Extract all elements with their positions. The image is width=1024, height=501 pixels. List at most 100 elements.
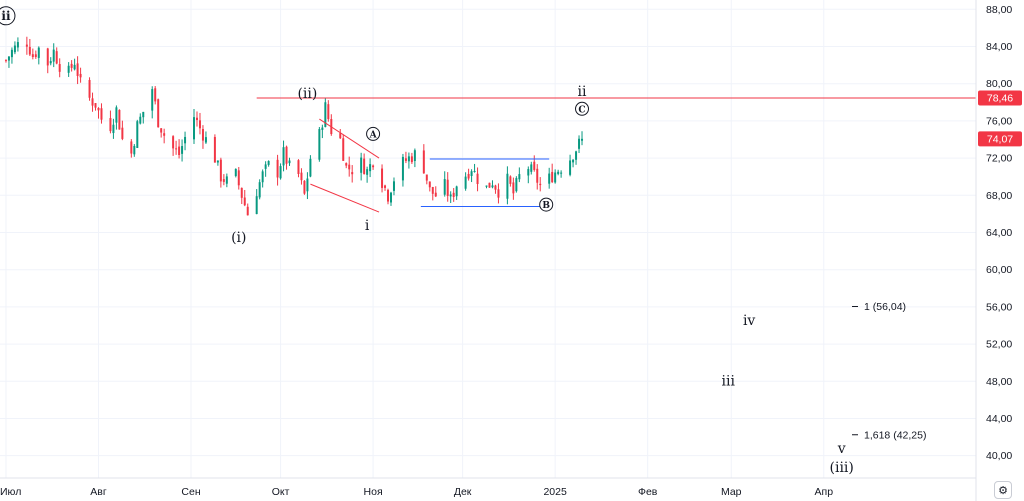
candle-body: [512, 182, 515, 194]
wave-label-circle: [366, 126, 381, 141]
trendline: [319, 118, 380, 159]
x-tick-label: Мар: [721, 486, 742, 498]
wave-label: iv: [743, 313, 755, 329]
candle-body: [321, 127, 324, 130]
y-tick-label: 44,00: [986, 413, 1012, 425]
candle-body: [372, 165, 375, 168]
candle-body: [276, 159, 279, 178]
candle-body: [557, 171, 560, 174]
candle-body: [204, 137, 207, 143]
wave-label-circle: [575, 101, 590, 116]
candle-body: [216, 160, 219, 163]
fib-level-label: 1 (56,04): [864, 301, 906, 313]
candle-body: [55, 51, 58, 64]
x-tick-label: Окт: [272, 486, 290, 498]
candle-body: [452, 192, 455, 197]
fib-level-label: 1,618 (42,25): [864, 429, 926, 441]
y-tick-label: 56,00: [986, 301, 1012, 313]
y-tick-label: 60,00: [986, 264, 1012, 276]
gear-icon: ⚙: [998, 483, 1008, 497]
candle-body: [142, 111, 145, 118]
candle-body: [139, 116, 142, 124]
candle-body: [476, 173, 479, 185]
candle-body: [401, 156, 404, 181]
wave-labels: ii (i) (ii) Ai Bii Civ iii v (iii) 1 (56,04) 1,618…: [0, 6, 926, 476]
price-label-box: [978, 131, 1022, 147]
candle-body: [389, 192, 392, 203]
candle-body: [198, 120, 201, 129]
y-tick-label: 40,00: [986, 450, 1012, 462]
y-tick-label: 80,00: [986, 78, 1012, 90]
candle-body: [49, 61, 52, 64]
candle-body: [455, 186, 458, 197]
candle-body: [327, 104, 330, 120]
candle-body: [518, 174, 521, 180]
candle-body: [112, 124, 115, 134]
wave-label-circle: [0, 6, 16, 26]
candle-body: [413, 150, 416, 162]
candle-body: [428, 181, 431, 188]
candle-body: [318, 129, 321, 160]
wave-label: i: [365, 218, 370, 234]
candle-body: [533, 161, 536, 170]
candle-body: [434, 192, 437, 197]
candle-body: [345, 163, 348, 166]
candle-body: [366, 169, 369, 175]
candle-body: [91, 98, 94, 106]
candle-body: [581, 138, 584, 141]
candle-body: [97, 107, 100, 111]
candle-body: [351, 172, 354, 175]
candle-body: [324, 102, 327, 127]
candle-body: [237, 170, 240, 186]
candle-body: [363, 158, 366, 175]
wave-label-circle: [539, 197, 554, 212]
candle-body: [79, 73, 82, 78]
candle-body: [300, 172, 303, 181]
y-tick-label: 88,00: [986, 4, 1012, 16]
candle-body: [279, 166, 282, 179]
candle-body: [387, 189, 390, 202]
wave-label: iii: [722, 373, 736, 389]
candle-body: [506, 173, 509, 199]
price-label: 74,07: [987, 133, 1013, 145]
candle-body: [157, 99, 160, 128]
candle-body: [151, 89, 154, 111]
candle-body: [225, 176, 228, 184]
wave-label: A: [369, 130, 378, 140]
candle-body: [572, 159, 575, 163]
candle-body: [7, 56, 10, 61]
candle-body: [443, 179, 446, 195]
candle-body: [73, 64, 76, 70]
candle-body: [360, 157, 363, 173]
candle-body: [193, 117, 196, 140]
candle-body: [404, 158, 407, 161]
candle-body: [222, 179, 225, 182]
candle-body: [497, 189, 500, 198]
candle-body: [133, 145, 136, 155]
candle-body: [178, 146, 181, 155]
candle-body: [348, 164, 351, 170]
candle-body: [285, 146, 288, 164]
candle-body: [551, 171, 554, 183]
candle-body: [34, 54, 37, 57]
candle-body: [246, 206, 249, 216]
candle-body: [67, 65, 70, 73]
candle-body: [255, 196, 258, 215]
candle-body: [175, 148, 178, 150]
chart-settings-button[interactable]: ⚙: [994, 481, 1012, 499]
candle-body: [264, 164, 267, 169]
x-tick-label: Фев: [638, 486, 658, 498]
y-tick-label: 64,00: [986, 227, 1012, 239]
x-tick-label: Авг: [90, 486, 107, 498]
candle-body: [130, 141, 133, 154]
candle-body: [446, 179, 449, 196]
candle-body: [342, 138, 345, 161]
candle-body: [297, 160, 300, 174]
candle-body: [422, 150, 425, 174]
wave-label: v: [837, 441, 846, 457]
candle-body: [369, 164, 372, 172]
price-label-box: [978, 90, 1022, 106]
candle-body: [464, 176, 467, 189]
candle-body: [473, 170, 476, 172]
